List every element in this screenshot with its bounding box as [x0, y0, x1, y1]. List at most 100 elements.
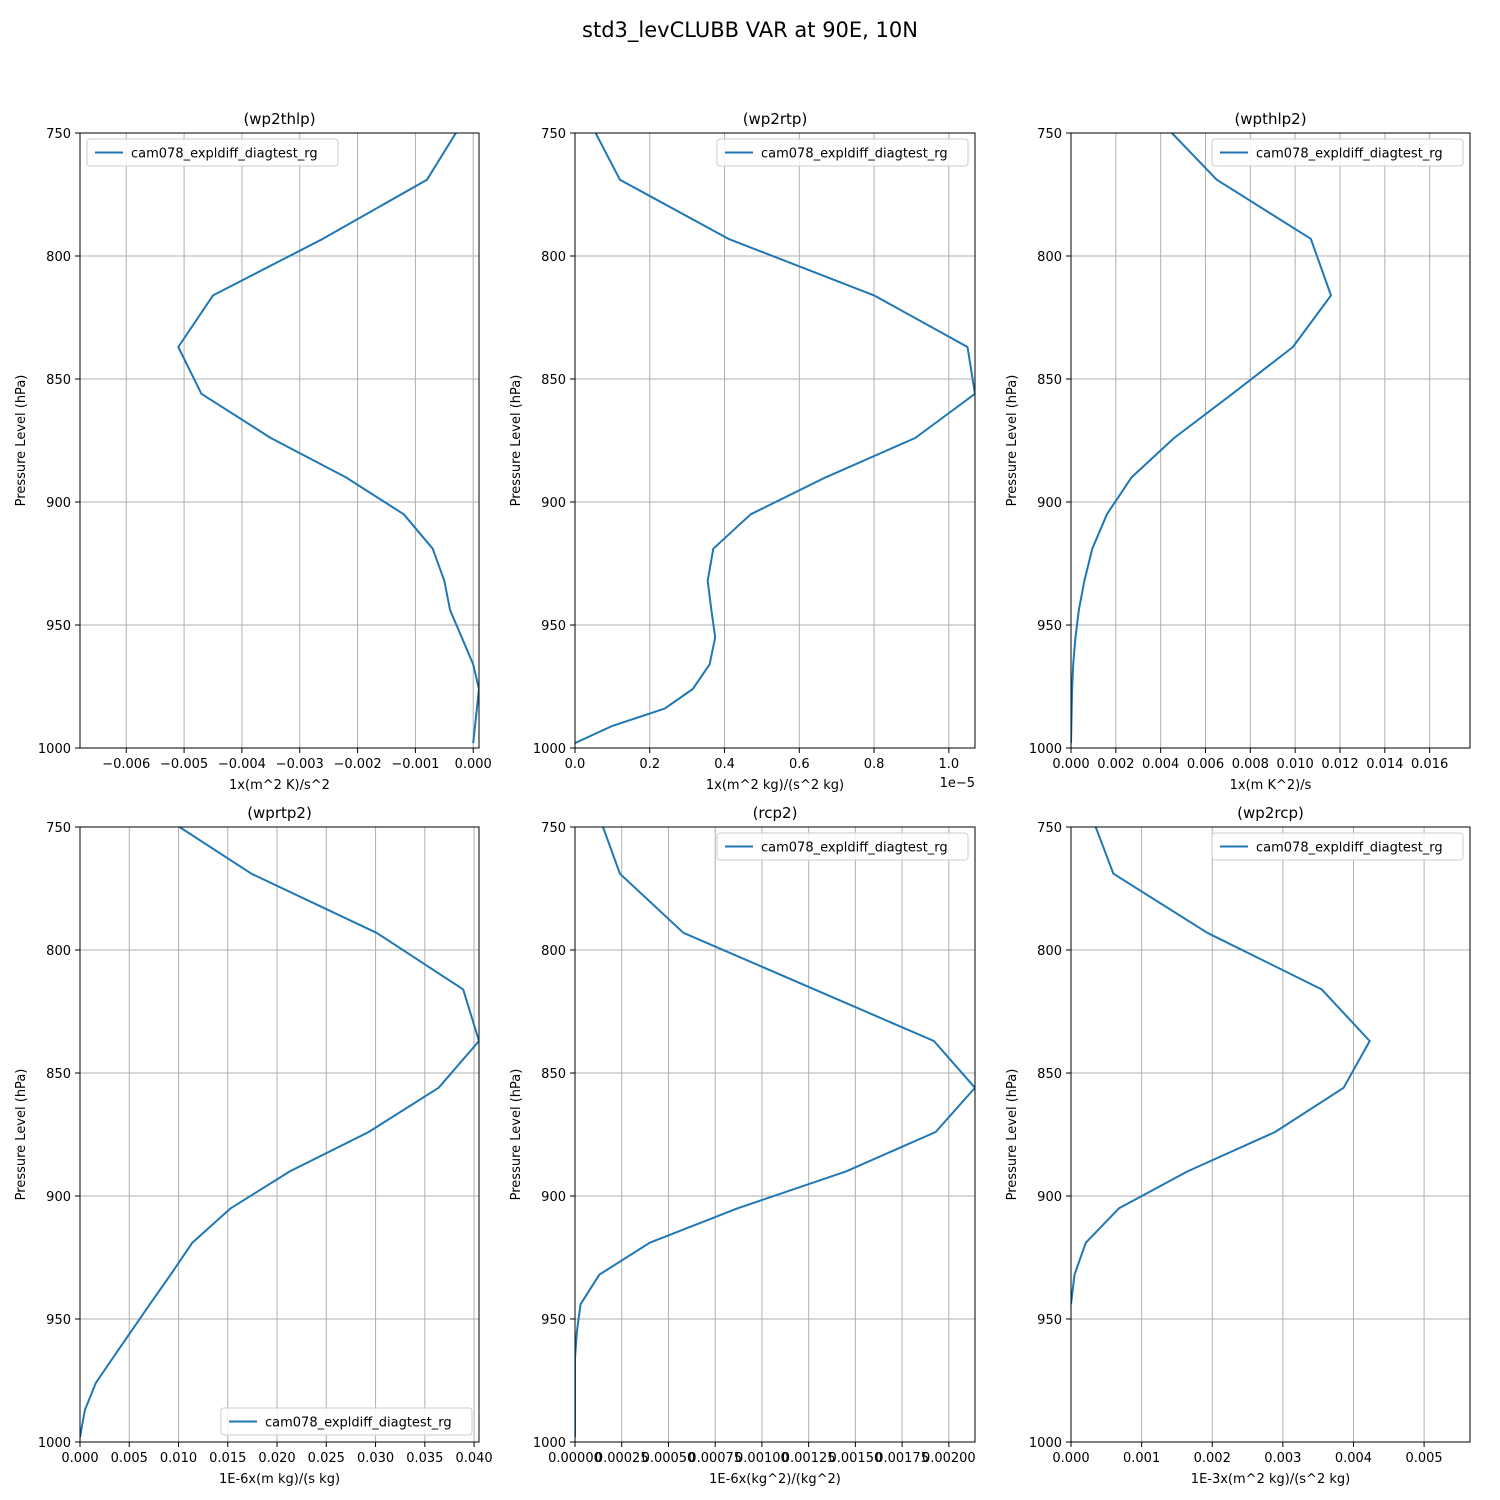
x-tick-label: 0.0: [565, 757, 586, 772]
y-tick-label: 750: [541, 127, 566, 142]
axes-frame: [79, 826, 480, 1443]
y-tick-label: 800: [541, 250, 566, 265]
x-tick-label: 0.012: [1321, 757, 1358, 772]
legend-box: [1211, 138, 1464, 167]
legend: cam078_expldiff_diagtest_rg: [220, 1407, 473, 1436]
y-tick-label: 800: [1037, 944, 1062, 959]
x-tick-label: 0.005: [1405, 1451, 1442, 1466]
y-tick-label: 1000: [533, 742, 566, 757]
subplot-title: (wp2rtp): [743, 110, 808, 128]
y-tick-label: 750: [1037, 127, 1062, 142]
x-axis-label: 1x(m^2 kg)/(s^2 kg): [706, 778, 844, 793]
x-axis-label: 1E-6x(kg^2)/(kg^2): [709, 1472, 841, 1487]
x-tick-label: 0.00050: [642, 1451, 696, 1466]
x-tick-label: 0.00175: [875, 1451, 929, 1466]
y-axis: 750 800 850 900 950 1000: [38, 127, 80, 757]
x-tick-label: 0.010: [1277, 757, 1314, 772]
x-axis: 0.0 0.2 0.4 0.6 0.8 1.0: [565, 748, 959, 772]
x-tick-label: −0.001: [391, 757, 439, 772]
x-tick-label: 0.010: [160, 1451, 197, 1466]
gridlines: [1070, 132, 1470, 749]
subplot-title: (rcp2): [753, 804, 798, 822]
x-tick-label: 0.2: [639, 757, 660, 772]
x-tick-label: 0.000: [1052, 757, 1089, 772]
y-tick-label: 750: [1037, 821, 1062, 836]
x-axis-label: 1E-6x(m kg)/(s kg): [219, 1472, 340, 1487]
y-axis-label: Pressure Level (hPa): [14, 1069, 29, 1201]
y-tick-label: 850: [46, 373, 71, 388]
y-tick-label: 1000: [38, 742, 71, 757]
legend: cam078_expldiff_diagtest_rg: [86, 138, 339, 167]
figure-title: std3_levCLUBB VAR at 90E, 10N: [582, 18, 918, 43]
legend-label: cam078_expldiff_diagtest_rg: [131, 147, 318, 162]
subplot-6: 0.000 0.001 0.002 0.003 0.004 0.005 750 800 850 9…: [1005, 804, 1471, 1487]
x-tick-label: 0.035: [406, 1451, 443, 1466]
x-tick-label: −0.003: [276, 757, 324, 772]
series-line-1: [177, 133, 479, 744]
y-axis: 750 800 850 900 950 1000: [1029, 821, 1071, 1451]
x-tick-label: 0.8: [864, 757, 885, 772]
subplot-4: 0.000 0.005 0.010 0.015 0.020 0.025 0.030 0.035…: [14, 804, 493, 1487]
x-axis-label: 1E-3x(m^2 kg)/(s^2 kg): [1191, 1472, 1350, 1487]
gridlines: [80, 132, 479, 749]
y-axis-label: Pressure Level (hPa): [509, 375, 524, 507]
y-tick-label: 800: [1037, 250, 1062, 265]
y-tick-label: 850: [1037, 1067, 1062, 1082]
legend-box: [86, 138, 339, 167]
y-tick-label: 750: [46, 821, 71, 836]
y-tick-label: 800: [46, 944, 71, 959]
y-tick-label: 1000: [1029, 1436, 1062, 1451]
series-line-1: [575, 133, 975, 745]
x-tick-label: 0.004: [1335, 1451, 1372, 1466]
legend: cam078_expldiff_diagtest_rg: [1211, 138, 1464, 167]
y-axis-label: Pressure Level (hPa): [14, 375, 29, 507]
gridlines: [574, 132, 975, 749]
x-tick-label: 0.015: [209, 1451, 246, 1466]
series-line-1: [80, 827, 479, 1438]
x-axis: 0.000 0.001 0.002 0.003 0.004 0.005: [1052, 1442, 1443, 1466]
y-tick-label: 750: [541, 821, 566, 836]
subplot-1: −0.006 −0.005 −0.004 −0.003 −0.002 −0.001 0.00…: [14, 110, 492, 793]
y-tick-label: 800: [46, 250, 71, 265]
x-tick-label: 0.00100: [735, 1451, 789, 1466]
axes-frame: [574, 132, 976, 749]
x-axis-label: 1x(m K^2)/s: [1230, 778, 1312, 793]
legend-label: cam078_expldiff_diagtest_rg: [265, 1416, 452, 1431]
x-axis: 0.000 0.005 0.010 0.015 0.020 0.025 0.030 0.035…: [61, 1442, 493, 1466]
legend-label: cam078_expldiff_diagtest_rg: [1256, 841, 1443, 856]
y-tick-label: 850: [46, 1067, 71, 1082]
x-tick-label: 0.006: [1187, 757, 1224, 772]
y-tick-label: 850: [541, 373, 566, 388]
x-tick-label: 0.002: [1194, 1451, 1231, 1466]
y-axis-label: Pressure Level (hPa): [1005, 375, 1020, 507]
y-tick-label: 1000: [38, 1436, 71, 1451]
y-axis-label: Pressure Level (hPa): [509, 1069, 524, 1201]
y-tick-label: 950: [46, 619, 71, 634]
x-tick-label: −0.002: [334, 757, 382, 772]
axes-frame: [79, 132, 480, 749]
legend: cam078_expldiff_diagtest_rg: [1211, 832, 1464, 861]
x-tick-label: 0.016: [1411, 757, 1448, 772]
y-tick-label: 950: [541, 1313, 566, 1328]
series-line-1: [1071, 133, 1332, 744]
x-tick-label: 0.020: [258, 1451, 295, 1466]
x-axis-label: 1x(m^2 K)/s^2: [229, 778, 330, 793]
y-tick-label: 900: [1037, 496, 1062, 511]
y-tick-label: 900: [1037, 1190, 1062, 1205]
x-tick-label: −0.004: [218, 757, 266, 772]
subplot-5: 0.000000.000250.000500.000750.001000.001…: [509, 804, 976, 1487]
y-axis-label: Pressure Level (hPa): [1005, 1069, 1020, 1201]
x-tick-label: −0.006: [102, 757, 150, 772]
y-tick-label: 850: [1037, 373, 1062, 388]
legend-label: cam078_expldiff_diagtest_rg: [761, 147, 948, 162]
axes-frame: [574, 826, 976, 1443]
x-axis: 0.000000.000250.000500.000750.001000.001…: [548, 1442, 976, 1466]
x-tick-label: 0.000: [455, 757, 492, 772]
subplot-grid: −0.006 −0.005 −0.004 −0.003 −0.002 −0.001 0.00…: [14, 110, 1471, 1487]
y-axis: 750 800 850 900 950 1000: [533, 127, 575, 757]
x-tick-label: 0.002: [1097, 757, 1134, 772]
x-tick-label: 1.0: [938, 757, 959, 772]
y-tick-label: 900: [46, 496, 71, 511]
legend: cam078_expldiff_diagtest_rg: [716, 832, 969, 861]
